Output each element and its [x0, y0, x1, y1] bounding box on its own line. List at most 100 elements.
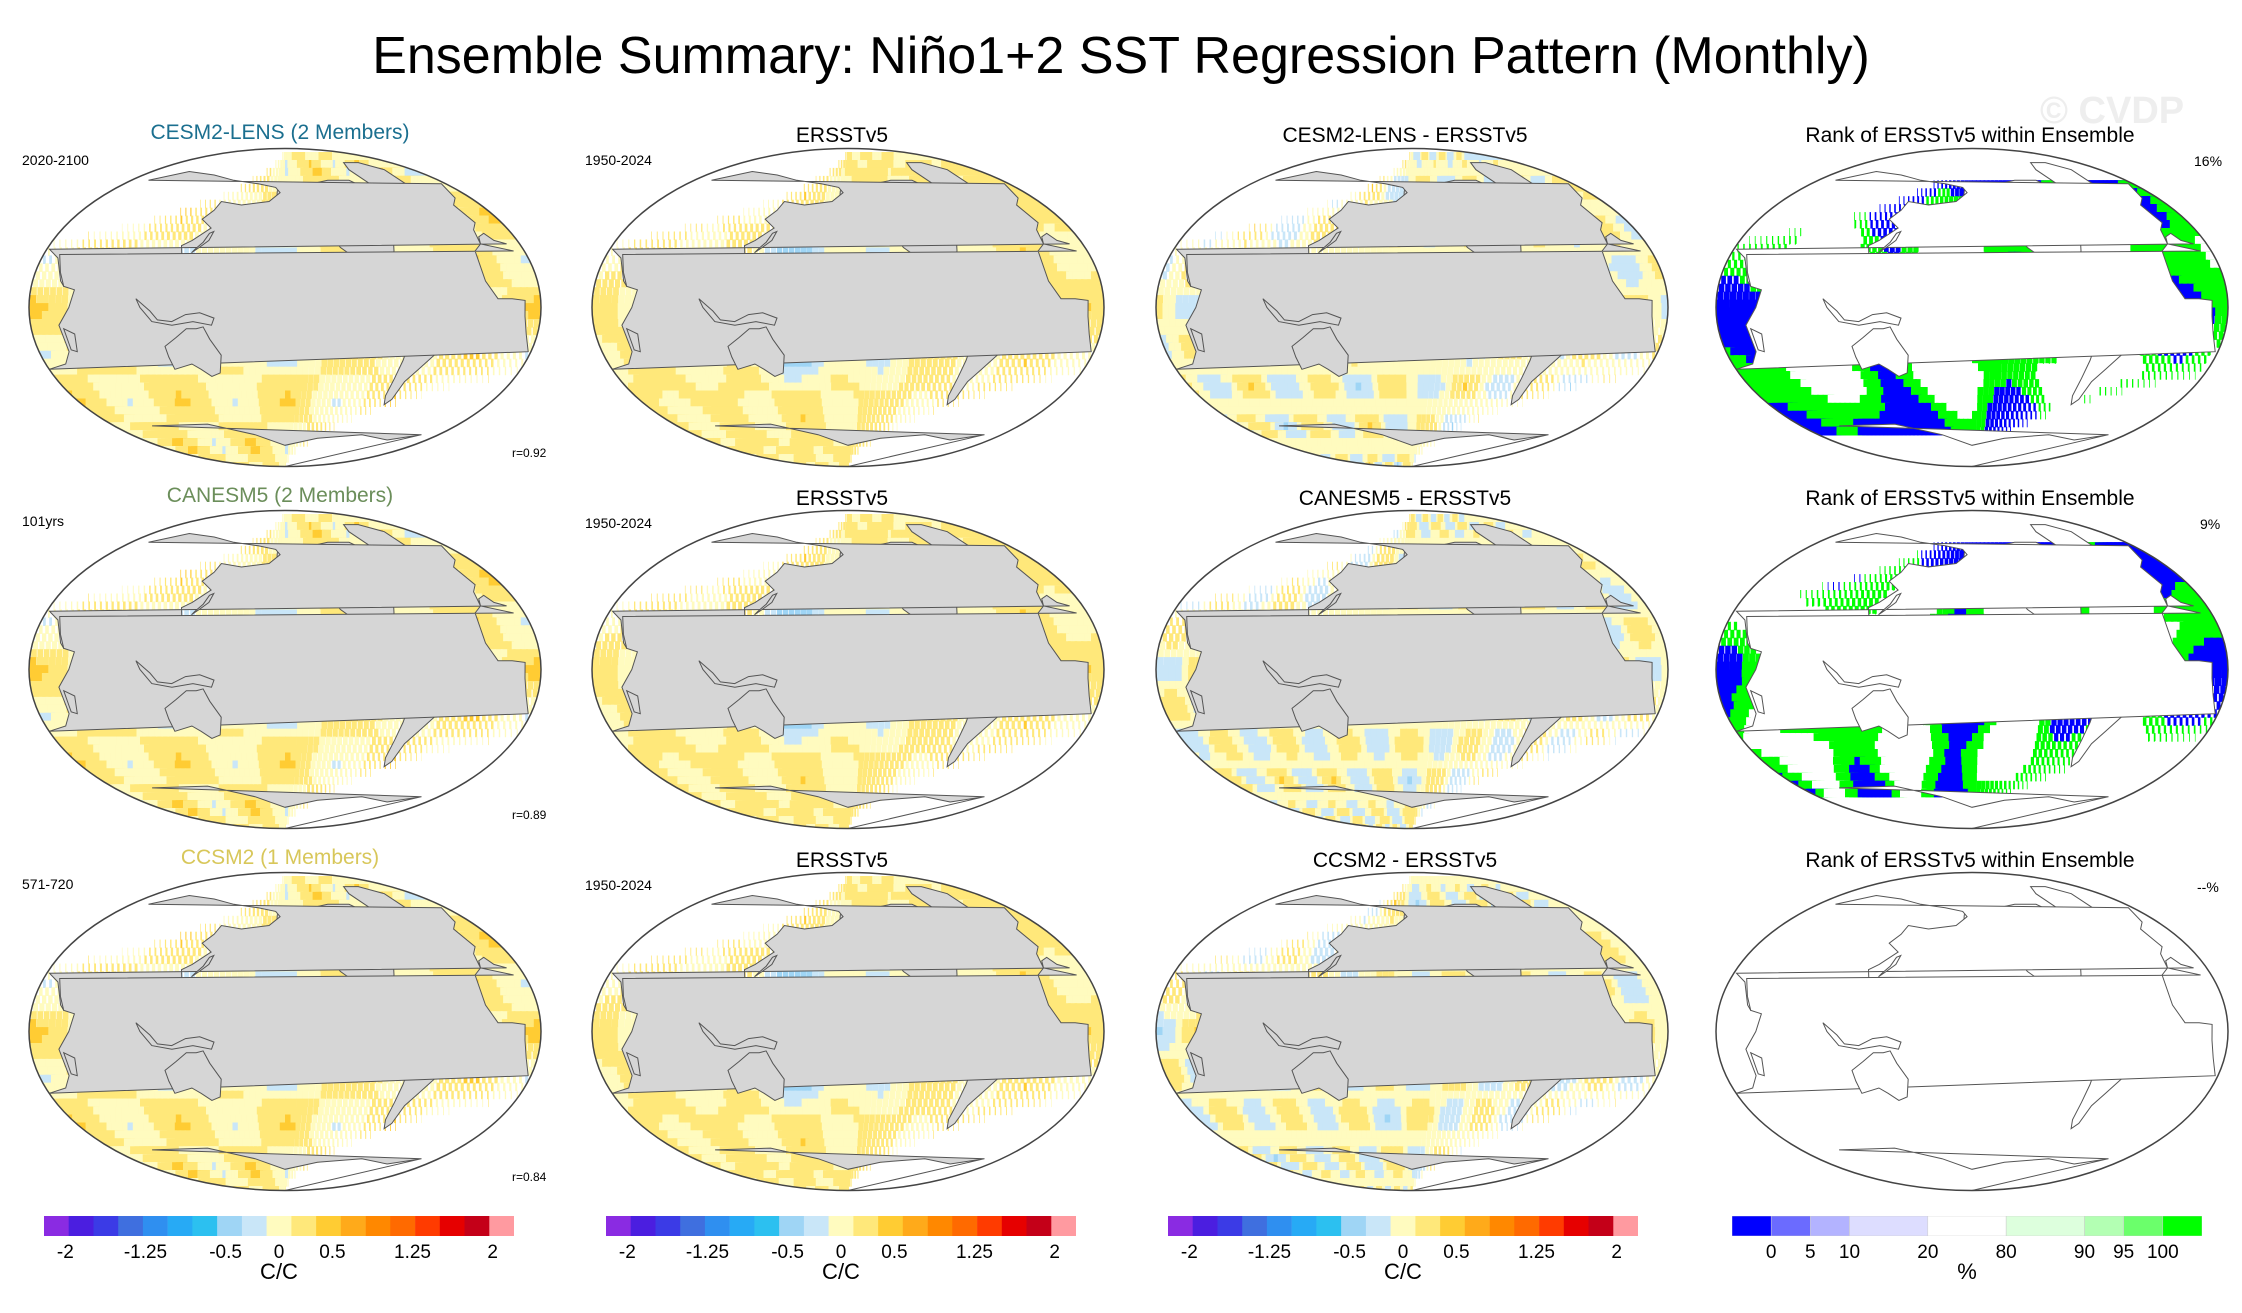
colorbar-3-box: [1588, 1216, 1614, 1236]
watermark: © CVDP: [2040, 90, 2184, 133]
panel-percent-r3c4: --%: [2197, 879, 2219, 895]
colorbar-1-box: [167, 1216, 193, 1236]
land-japan-islands: [191, 592, 215, 616]
colorbar-2-box: [878, 1216, 904, 1236]
map-boundary: [1155, 871, 1669, 1192]
pattern-correlation-r2c1: r=0.89: [512, 808, 546, 822]
colorbar-3-box: [1539, 1216, 1565, 1236]
colorbar-1-box: [266, 1216, 292, 1236]
land-australia: [1291, 688, 1349, 739]
land-japan-islands: [1318, 592, 1342, 616]
land-japan-islands: [1878, 592, 1902, 616]
land-australia: [1851, 1050, 1909, 1101]
land-australia: [1851, 688, 1909, 739]
colorbar-4-unit: %: [1957, 1259, 1977, 1285]
land-antarctica: [715, 785, 985, 829]
figure-title: Ensemble Summary: Niño1+2 SST Regression…: [0, 24, 2242, 88]
colorbar-1-box: [44, 1216, 69, 1236]
colorbar-1-box: [192, 1216, 218, 1236]
colorbar-2-box: [754, 1216, 780, 1236]
panel-title-r1c2: ERSSTv5: [612, 124, 1072, 148]
land-australia: [727, 688, 785, 739]
colorbar-2-tick: -2: [619, 1242, 636, 1264]
colorbar-2: [606, 1216, 1076, 1236]
land-africa: [49, 243, 529, 370]
land-africa: [1736, 605, 2216, 732]
colorbar-1-tick: 2: [487, 1242, 498, 1264]
ocean-field: [29, 152, 541, 467]
land-australia: [1291, 1050, 1349, 1101]
panel-period-r1c2: 1950-2024: [585, 152, 652, 168]
land-madagascar: [62, 327, 78, 353]
colorbar-2-tick: 1.25: [956, 1242, 993, 1264]
colorbar-4-box: [1732, 1216, 1772, 1236]
colorbar-4-tick: 100: [2147, 1242, 2179, 1264]
panel-title-r3c4: Rank of ERSSTv5 within Ensemble: [1740, 849, 2200, 873]
colorbar-4-tick: 5: [1805, 1242, 1816, 1264]
panel-title-r2c3: CANESM5 - ERSSTv5: [1175, 487, 1635, 511]
pattern-correlation-r1c1: r=0.92: [512, 446, 546, 460]
colorbar-1-tick: 1.25: [394, 1242, 431, 1264]
land-japan-islands: [1878, 954, 1902, 978]
panel-title-r2c1: CANESM5 (2 Members): [50, 484, 510, 508]
panel-title-r1c4: Rank of ERSSTv5 within Ensemble: [1740, 124, 2200, 148]
colorbar-3-box: [1291, 1216, 1317, 1236]
land-africa: [49, 605, 529, 732]
colorbar-3-box: [1415, 1216, 1441, 1236]
colorbar-4-box: [2084, 1216, 2124, 1236]
colorbar-1-box: [489, 1216, 514, 1236]
colorbar-2-box: [952, 1216, 978, 1236]
land-japan-islands: [754, 230, 778, 254]
colorbar-3-tick: -0.5: [1333, 1242, 1366, 1264]
map-r3c3: [1155, 871, 1669, 1192]
colorbar-1-box: [365, 1216, 391, 1236]
colorbar-1-tick: 0: [274, 1242, 285, 1264]
panel-period-r2c2: 1950-2024: [585, 515, 652, 531]
colorbar-2-unit: C/C: [822, 1259, 860, 1285]
colorbar-3-tick: -2: [1181, 1242, 1198, 1264]
colorbar-3-box: [1316, 1216, 1342, 1236]
map-r3c4: [1715, 871, 2229, 1192]
land-japan-islands: [754, 592, 778, 616]
ocean-field: [1716, 872, 2228, 1191]
map-r2c2: [591, 509, 1105, 830]
map-boundary: [1715, 147, 2229, 468]
colorbar-4-box: [2005, 1216, 2085, 1236]
ocean-field: [1716, 148, 2228, 467]
land-africa: [612, 605, 1092, 732]
land-japan-islands: [1318, 954, 1342, 978]
land-indonesia: [1822, 1022, 1902, 1050]
colorbar-1-tick: -0.5: [209, 1242, 242, 1264]
colorbar-3-box: [1514, 1216, 1540, 1236]
colorbar-3-box: [1365, 1216, 1391, 1236]
panel-period-r3c2: 1950-2024: [585, 877, 652, 893]
colorbar-2-box: [803, 1216, 829, 1236]
land-japan-islands: [1878, 230, 1902, 254]
colorbar-2-box: [853, 1216, 879, 1236]
land-madagascar: [1749, 327, 1765, 353]
colorbar-3-box: [1192, 1216, 1218, 1236]
colorbar-3-tick: 0.5: [1443, 1242, 1469, 1264]
land-madagascar: [62, 1051, 78, 1077]
ocean-field: [1156, 876, 1668, 1191]
colorbar-4-box: [2123, 1216, 2164, 1236]
map-boundary: [1155, 509, 1669, 830]
land-africa: [1736, 243, 2216, 370]
land-antarctica: [152, 423, 422, 467]
colorbar-4-tick: 10: [1839, 1242, 1860, 1264]
map-boundary: [591, 147, 1105, 468]
map-r2c4: [1715, 509, 2229, 830]
colorbar-3-tick: -1.25: [1248, 1242, 1291, 1264]
land-australia: [727, 326, 785, 377]
colorbar-1-box: [68, 1216, 94, 1236]
land-madagascar: [1189, 689, 1205, 715]
colorbar-2-box: [828, 1216, 854, 1236]
land-indonesia: [698, 1022, 778, 1050]
colorbar-2-box: [630, 1216, 656, 1236]
colorbar-2-box: [779, 1216, 805, 1236]
colorbar-2-box: [1051, 1216, 1076, 1236]
panel-title-r2c4: Rank of ERSSTv5 within Ensemble: [1740, 487, 2200, 511]
colorbar-3-box: [1440, 1216, 1466, 1236]
map-boundary: [28, 147, 542, 468]
land-indonesia: [1262, 298, 1342, 326]
